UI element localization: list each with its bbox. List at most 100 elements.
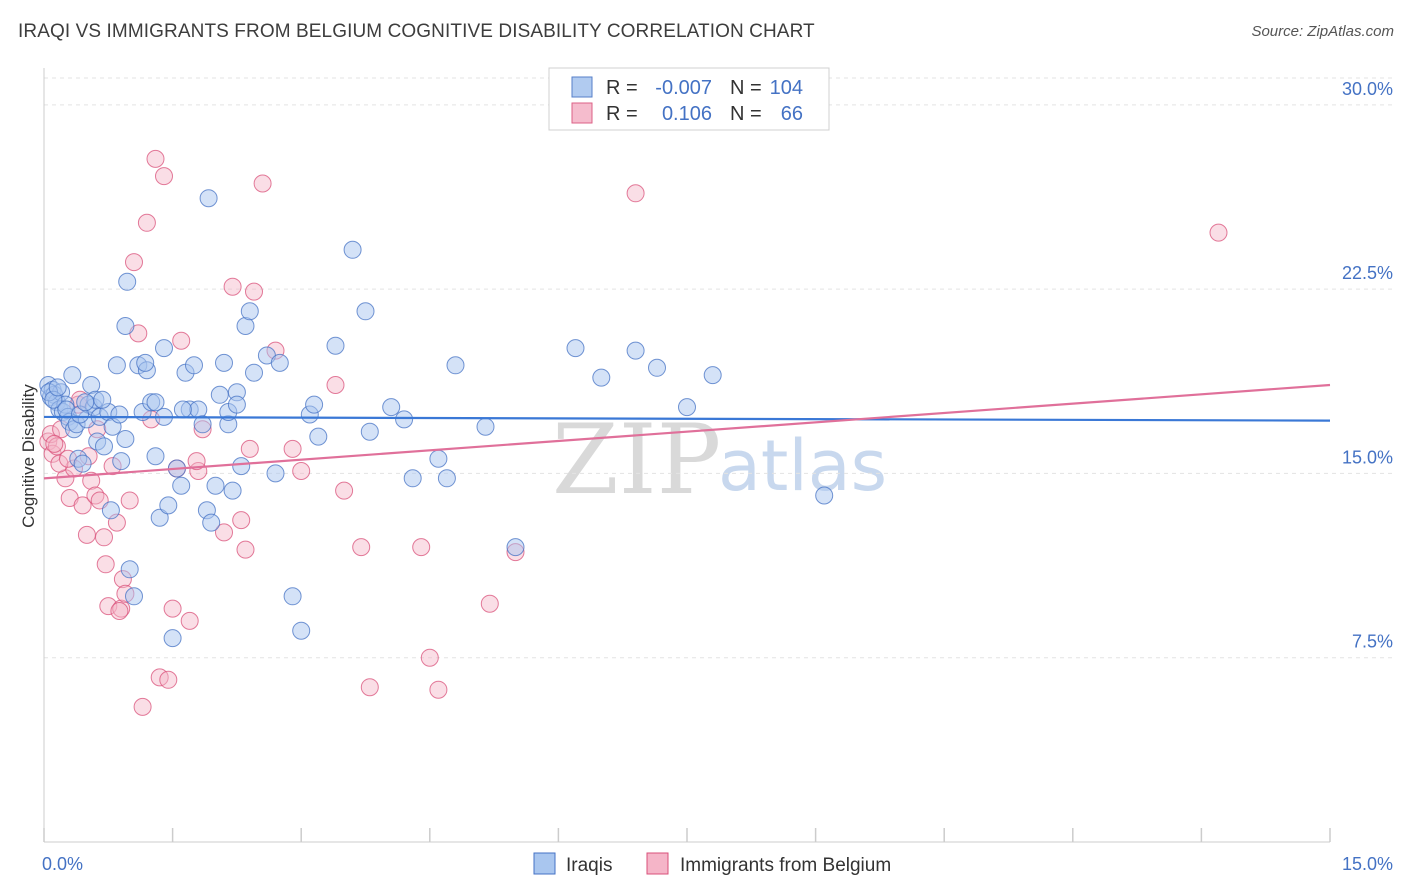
iraqis-point — [120, 560, 139, 579]
iraqis-point — [101, 501, 120, 520]
belgium-point — [120, 491, 139, 510]
belgium-point — [232, 511, 251, 530]
chart-source: Source: ZipAtlas.com — [1251, 23, 1394, 40]
belgium-point — [292, 462, 311, 480]
bottom-legend-label-belgium: Immigrants from Belgium — [680, 855, 891, 876]
legend-r-value-1: -0.007 — [655, 77, 712, 99]
belgium-point — [283, 439, 302, 458]
belgium-point — [172, 331, 191, 350]
iraqis-point — [815, 486, 834, 505]
iraqis-point — [210, 385, 229, 404]
legend-n-value-2: 66 — [781, 103, 803, 125]
series-immigrants-from-belgium — [39, 149, 1228, 716]
belgium-point — [159, 670, 178, 689]
belgium-point — [82, 471, 101, 490]
iraqis-point — [240, 302, 259, 321]
belgium-point — [626, 184, 645, 203]
iraqis-point — [118, 272, 137, 291]
belgium-point — [95, 528, 113, 547]
iraqis-point — [429, 449, 448, 468]
legend-r-label-2: R = — [606, 103, 638, 125]
iraqis-point — [403, 469, 422, 488]
legend-n-value-1: 104 — [770, 77, 803, 99]
iraqis-point — [245, 363, 263, 382]
belgium-point — [45, 434, 64, 453]
belgium-point — [77, 525, 96, 544]
iraqis-point — [136, 353, 155, 372]
iraqis-point — [76, 393, 95, 412]
iraqis-point — [150, 508, 169, 527]
iraqis-point — [116, 430, 135, 448]
iraqis-point — [382, 398, 401, 417]
iraqis-point — [283, 587, 302, 606]
belgium-point — [352, 538, 371, 557]
bottom-legend-label-iraqis: Iraqis — [566, 855, 612, 876]
y-tick-label: 15.0% — [1342, 447, 1393, 467]
belgium-point — [73, 496, 92, 515]
belgium-point — [420, 648, 439, 667]
belgium-point — [187, 452, 206, 471]
iraqis-point — [703, 366, 722, 385]
iraqis-point — [232, 457, 251, 476]
belgium-point — [163, 599, 182, 618]
legend-r-label-1: R = — [606, 77, 638, 99]
belgium-point — [223, 277, 242, 296]
iraqis-point — [506, 538, 525, 557]
iraqis-point — [193, 415, 212, 434]
x-tick-label-min: 0.0% — [42, 854, 83, 874]
iraqis-point — [125, 587, 143, 606]
iraqis-point — [626, 341, 645, 360]
iraqis-point — [270, 353, 289, 372]
iraqis-point — [48, 378, 67, 397]
iraqis-point — [476, 417, 495, 436]
belgium-point — [96, 555, 115, 574]
iraqis-point — [206, 476, 225, 495]
belgium-point — [253, 174, 272, 193]
iraqis-point — [356, 302, 375, 321]
belgium-point — [146, 149, 165, 168]
belgium-point — [412, 538, 431, 557]
iraqis-point — [159, 496, 178, 515]
chart-title: IRAQI VS IMMIGRANTS FROM BELGIUM COGNITI… — [18, 21, 815, 42]
iraqis-point — [163, 629, 182, 648]
belgium-point — [326, 376, 345, 394]
legend-r-value-2: 0.106 — [662, 103, 712, 125]
iraqis-point — [63, 366, 82, 385]
iraqis-point — [305, 395, 324, 414]
iraqis-point — [202, 513, 221, 532]
belgium-point — [245, 282, 263, 301]
iraqis-point — [227, 395, 246, 414]
iraqis-point — [309, 427, 328, 446]
iraqis-point — [437, 469, 456, 488]
belgium-point — [335, 481, 354, 500]
iraqis-point — [360, 422, 379, 441]
iraqis-point — [199, 189, 218, 208]
iraqis-point — [566, 339, 585, 358]
belgium-point — [429, 680, 448, 699]
legend-n-label-1: N = — [730, 77, 762, 99]
bottom-legend: Iraqis Immigrants from Belgium — [533, 852, 891, 876]
iraqis-point — [189, 400, 208, 419]
belgium-point — [480, 594, 499, 613]
iraqis-point — [173, 400, 192, 419]
belgium-point — [125, 253, 143, 272]
iraqis-point — [292, 621, 311, 640]
watermark-zip: ZIP — [552, 404, 721, 516]
legend-swatch-belgium — [571, 102, 593, 124]
bottom-legend-swatch-iraqis — [533, 852, 556, 875]
iraqis-point — [395, 410, 414, 429]
iraqis-point — [446, 356, 465, 375]
belgium-point — [133, 697, 152, 716]
trend-lines — [43, 383, 1331, 480]
y-axis-label: Cognitive Disability — [19, 384, 38, 528]
iraqis-point — [343, 240, 362, 259]
y-tick-label: 7.5% — [1352, 632, 1393, 652]
iraqis-point — [215, 353, 233, 372]
belgium-point — [155, 167, 173, 186]
belgium-point — [180, 611, 199, 630]
iraqis-point — [592, 368, 611, 387]
legend-swatch-iraqis — [571, 76, 593, 98]
y-tick-label: 22.5% — [1342, 263, 1393, 283]
iraqis-point — [266, 464, 285, 483]
